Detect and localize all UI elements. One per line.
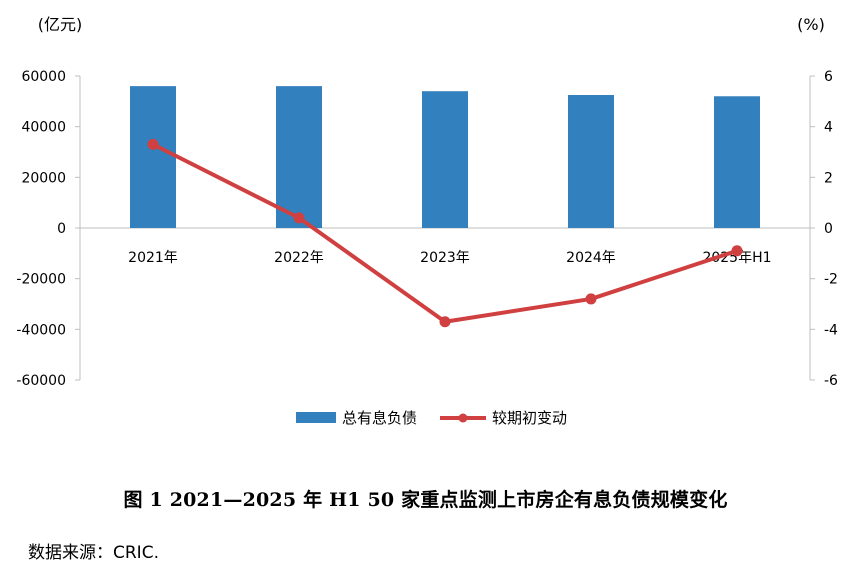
right-axis-unit: (%) — [797, 15, 825, 34]
data-source: 数据来源：CRIC. — [28, 543, 159, 563]
right-tick-label: 6 — [824, 69, 833, 85]
legend: 总有息负债 较期初变动 — [296, 409, 567, 427]
category-label: 2021年 — [128, 250, 178, 266]
left-tick-label: 0 — [57, 221, 66, 237]
right-tick-label: -2 — [824, 272, 838, 288]
change-point — [293, 212, 305, 224]
category-label: 2023年 — [420, 250, 470, 266]
legend-swatch-marker — [458, 413, 468, 423]
legend-swatch-bar — [296, 412, 336, 423]
figure-caption: 图 1 2021—2025 年 H1 50 家重点监测上市房企有息负债规模变化 — [123, 489, 728, 511]
legend-label-line: 较期初变动 — [492, 409, 567, 427]
right-tick-label: -4 — [824, 322, 838, 338]
change-point — [731, 245, 743, 257]
right-tick-label: 4 — [824, 120, 833, 136]
bar — [130, 86, 176, 228]
bar — [714, 96, 760, 229]
category-label: 2025年H1 — [702, 250, 771, 266]
right-tick-label: -6 — [824, 373, 838, 389]
change-point — [585, 293, 597, 305]
bar — [568, 95, 614, 228]
bar — [422, 91, 468, 228]
bar — [276, 86, 322, 228]
left-tick-label: -40000 — [16, 322, 66, 338]
left-axis-unit: (亿元) — [38, 15, 83, 34]
left-tick-label: -60000 — [16, 373, 66, 389]
right-tick-label: 2 — [824, 170, 833, 186]
legend-label-bar: 总有息负债 — [342, 409, 417, 427]
left-tick-label: 20000 — [21, 170, 66, 186]
change-point — [147, 138, 159, 150]
category-label: 2022年 — [274, 250, 324, 266]
category-label: 2024年 — [566, 250, 616, 266]
left-tick-label: 40000 — [21, 120, 66, 136]
right-tick-label: 0 — [824, 221, 833, 237]
left-tick-label: 60000 — [21, 69, 66, 85]
left-tick-label: -20000 — [16, 272, 66, 288]
change-point — [439, 316, 451, 328]
